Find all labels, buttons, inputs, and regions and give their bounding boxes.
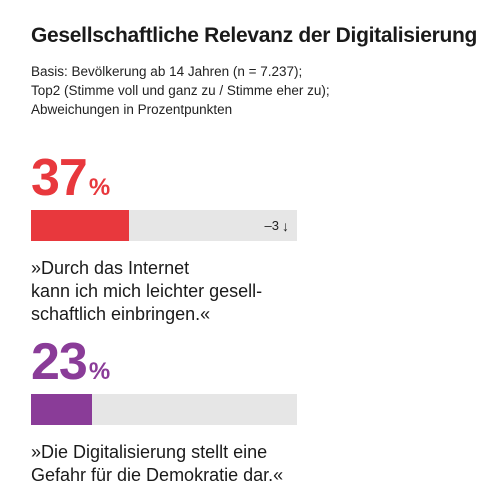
- statement-line: kann ich mich leichter gesell-: [31, 281, 263, 301]
- bar-fill: [31, 210, 130, 241]
- chart-title: Gesellschaftliche Relevanz der Digitalis…: [31, 24, 478, 47]
- stat-number: 23: [31, 333, 88, 391]
- delta-value: –3: [264, 218, 279, 233]
- statement-line: schaftlich einbringen.«: [31, 304, 211, 324]
- arrow-down-icon: ↓: [282, 217, 289, 234]
- statement-line: »Durch das Internet: [31, 258, 190, 278]
- stat-value: 37 %: [31, 152, 301, 204]
- bar-track: [31, 394, 297, 425]
- chart-basis-note: Basis: Bevölkerung ab 14 Jahren (n = 7.2…: [31, 62, 451, 119]
- delta-indicator: –3 ↓: [265, 210, 289, 241]
- basis-line: Top2 (Stimme voll und ganz zu / Stimme e…: [31, 83, 330, 98]
- statement-line: Gefahr für die Demokratie dar.«: [31, 465, 284, 485]
- stat-block-democracy: 23 % »Die Digitalisierung stellt eine Ge…: [31, 336, 301, 487]
- statement-text: »Die Digitalisierung stellt eine Gefahr …: [31, 441, 301, 487]
- bar-track: –3 ↓: [31, 210, 297, 241]
- basis-line: Abweichungen in Prozentpunkten: [31, 102, 233, 117]
- stat-value: 23 %: [31, 336, 301, 388]
- statement-text: »Durch das Internet kann ich mich leicht…: [31, 257, 301, 326]
- stat-number: 37: [31, 149, 88, 207]
- statement-line: »Die Digitalisierung stellt eine: [31, 442, 268, 462]
- bar-fill: [31, 394, 93, 425]
- basis-line: Basis: Bevölkerung ab 14 Jahren (n = 7.2…: [31, 64, 303, 79]
- stat-percent-sign: %: [88, 174, 111, 201]
- stat-block-internet: 37 % –3 ↓ »Durch das Internet kann ich m…: [31, 152, 301, 326]
- stat-percent-sign: %: [88, 358, 111, 385]
